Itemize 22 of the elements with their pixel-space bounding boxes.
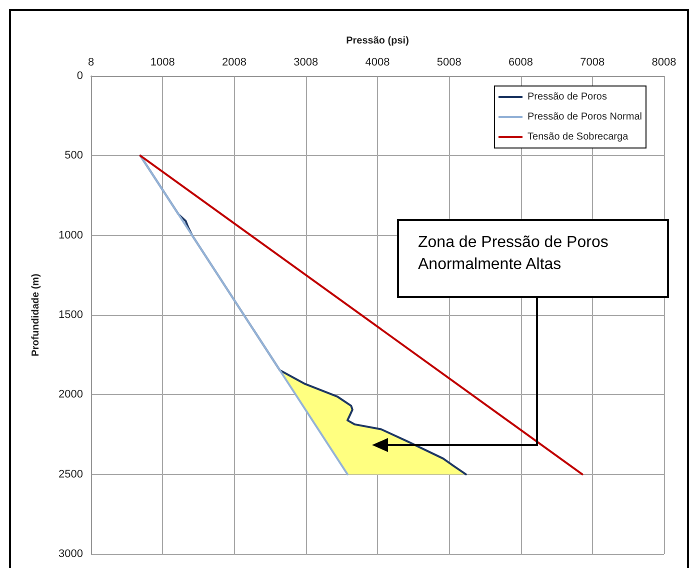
legend-label: Pressão de Poros Normal	[528, 112, 642, 122]
y-tick-label: 2000	[58, 388, 83, 401]
x-tick-label: 8008	[652, 56, 676, 68]
x-tick-label: 2008	[222, 56, 246, 68]
x-tick-label: 1008	[150, 56, 175, 68]
y-tick-label: 2500	[58, 468, 83, 480]
x-tick-label: 7008	[580, 56, 605, 68]
y-tick-label: 1500	[58, 309, 83, 321]
y-tick-label: 0	[76, 70, 83, 82]
x-tick-label: 6008	[508, 56, 533, 68]
x-axis-title: Pressão (psi)	[346, 36, 409, 46]
y-tick-label: 1000	[58, 229, 83, 242]
x-tick-label: 5008	[436, 56, 462, 68]
legend-label: Tensão de Sobrecarga	[528, 132, 629, 142]
y-tick-label: 500	[64, 150, 83, 162]
x-tick-label: 3008	[294, 56, 318, 68]
y-tick-label: 3000	[58, 548, 83, 560]
x-tick-label: 4008	[365, 56, 390, 68]
x-tick-label: 8	[88, 56, 94, 68]
legend-label: Pressão de Poros	[528, 92, 608, 102]
annotation: Zona de Pressão de Poros Anormalmente Altas	[418, 233, 610, 275]
y-axis-title: Profundidade (m)	[30, 274, 42, 356]
